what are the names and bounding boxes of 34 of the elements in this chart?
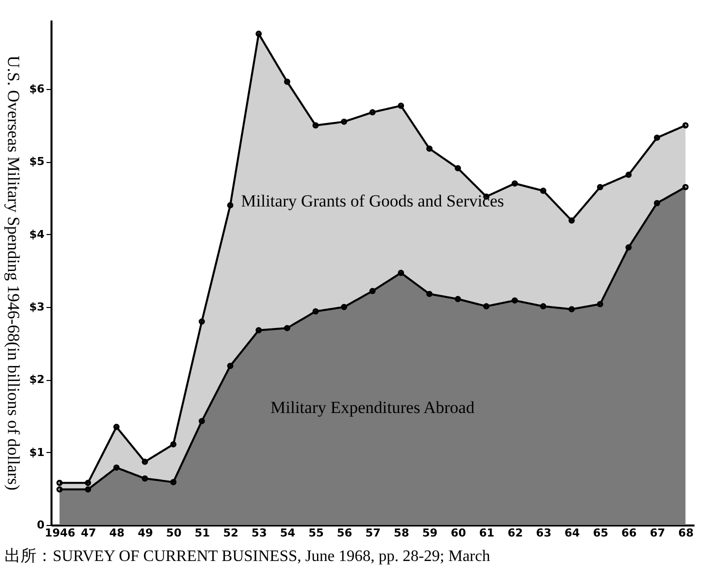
x-tick-label: 62 bbox=[508, 526, 523, 540]
x-tick-label: 57 bbox=[365, 526, 381, 540]
x-tick-label: 51 bbox=[194, 526, 210, 540]
x-tick-label: 1946 bbox=[44, 526, 76, 540]
y-tick-label: 0 bbox=[36, 518, 45, 532]
y-tick-label: $5 bbox=[29, 155, 44, 168]
x-tick-label: 68 bbox=[678, 526, 694, 540]
x-tick-label: 67 bbox=[650, 526, 666, 540]
x-tick-label: 47 bbox=[80, 526, 96, 540]
series-label: Military Grants of Goods and Services bbox=[241, 192, 504, 211]
x-tick-label: 63 bbox=[536, 526, 552, 540]
x-tick-label: 66 bbox=[621, 526, 638, 540]
x-tick-label: 59 bbox=[422, 526, 438, 540]
x-tick-label: 56 bbox=[336, 526, 353, 540]
y-tick-label: $6 bbox=[29, 82, 45, 96]
x-tick-label: 49 bbox=[138, 526, 154, 540]
series-label: Military Expenditures Abroad bbox=[270, 398, 475, 418]
y-tick-label: $1 bbox=[29, 446, 44, 459]
x-tick-label: 61 bbox=[479, 526, 494, 540]
y-axis-title: U.S. Overseas Military Spending 1946-68(in billions of dollars) bbox=[4, 56, 24, 490]
y-tick-label: $4 bbox=[29, 228, 45, 241]
x-tick-label: 55 bbox=[308, 526, 324, 540]
x-tick-label: 54 bbox=[280, 526, 296, 540]
x-tick-label: 53 bbox=[252, 526, 267, 540]
x-tick-label: 64 bbox=[564, 526, 580, 540]
x-tick-label: 60 bbox=[450, 526, 466, 540]
x-tick-label: 65 bbox=[592, 526, 608, 540]
x-tick-label: 52 bbox=[223, 526, 238, 540]
y-tick-label: $2 bbox=[29, 373, 44, 386]
y-tick-label: $3 bbox=[29, 300, 44, 314]
x-tick-label: 50 bbox=[166, 526, 182, 540]
x-tick-label: 48 bbox=[109, 526, 125, 540]
x-tick-label: 58 bbox=[394, 526, 410, 540]
text: 出所：SURVEY OF CURRENT BUSINESS, June 1968, pp. 28-29; March bbox=[4, 547, 490, 565]
